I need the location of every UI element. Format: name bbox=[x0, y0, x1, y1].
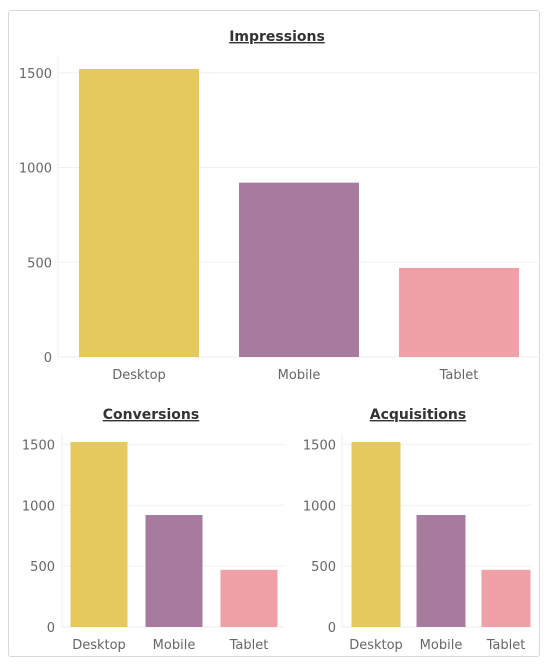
acquisitions-x-tick-label: Tablet bbox=[486, 638, 526, 653]
conversions-bar-tablet[interactable] bbox=[220, 569, 278, 627]
impressions-bar-tablet[interactable] bbox=[399, 267, 519, 357]
impressions-y-tick-label: 1000 bbox=[19, 162, 52, 177]
conversions-y-tick-label: 0 bbox=[47, 621, 55, 636]
conversions-y-tick-label: 1500 bbox=[22, 438, 55, 453]
acquisitions-bar-tablet[interactable] bbox=[481, 569, 531, 627]
acquisitions-x-tick-label: Desktop bbox=[349, 638, 403, 653]
acquisitions-y-tick-label: 1500 bbox=[303, 438, 336, 453]
conversions-y-tick-label: 1000 bbox=[22, 499, 55, 514]
acquisitions-title: Acquisitions bbox=[370, 407, 466, 423]
impressions-bar-mobile[interactable] bbox=[239, 182, 359, 357]
conversions-title: Conversions bbox=[103, 407, 199, 423]
impressions-y-tick-label: 500 bbox=[27, 256, 52, 271]
conversions-x-tick-label: Desktop bbox=[72, 638, 126, 653]
impressions-chart: Impressions 0 500 1000 1500 Desktop Mobile Tabl… bbox=[19, 29, 540, 383]
impressions-title: Impressions bbox=[229, 29, 325, 45]
acquisitions-bar-desktop[interactable] bbox=[351, 442, 401, 627]
conversions-x-tick-label: Tablet bbox=[229, 638, 269, 653]
conversions-bar-desktop[interactable] bbox=[70, 442, 128, 627]
acquisitions-bar-mobile[interactable] bbox=[416, 515, 466, 627]
acquisitions-y-tick-label: 500 bbox=[311, 560, 336, 575]
acquisitions-y-tick-label: 0 bbox=[328, 621, 336, 636]
conversions-chart: Conversions 0 500 1000 1500 Desktop Mobile Tabl… bbox=[22, 407, 285, 653]
acquisitions-chart: Acquisitions 0 500 1000 1500 Desktop Mobile Tab… bbox=[303, 407, 532, 653]
impressions-y-tick-label: 0 bbox=[44, 351, 52, 366]
conversions-y-tick-label: 500 bbox=[30, 560, 55, 575]
conversions-x-tick-label: Mobile bbox=[153, 638, 196, 653]
impressions-x-tick-label: Tablet bbox=[439, 368, 479, 383]
acquisitions-x-tick-label: Mobile bbox=[420, 638, 463, 653]
conversions-bar-mobile[interactable] bbox=[145, 515, 203, 627]
impressions-y-tick-label: 1500 bbox=[19, 67, 52, 82]
impressions-x-tick-label: Desktop bbox=[112, 368, 166, 383]
impressions-x-tick-label: Mobile bbox=[278, 368, 321, 383]
impressions-bar-desktop[interactable] bbox=[79, 69, 199, 357]
acquisitions-y-tick-label: 1000 bbox=[303, 499, 336, 514]
